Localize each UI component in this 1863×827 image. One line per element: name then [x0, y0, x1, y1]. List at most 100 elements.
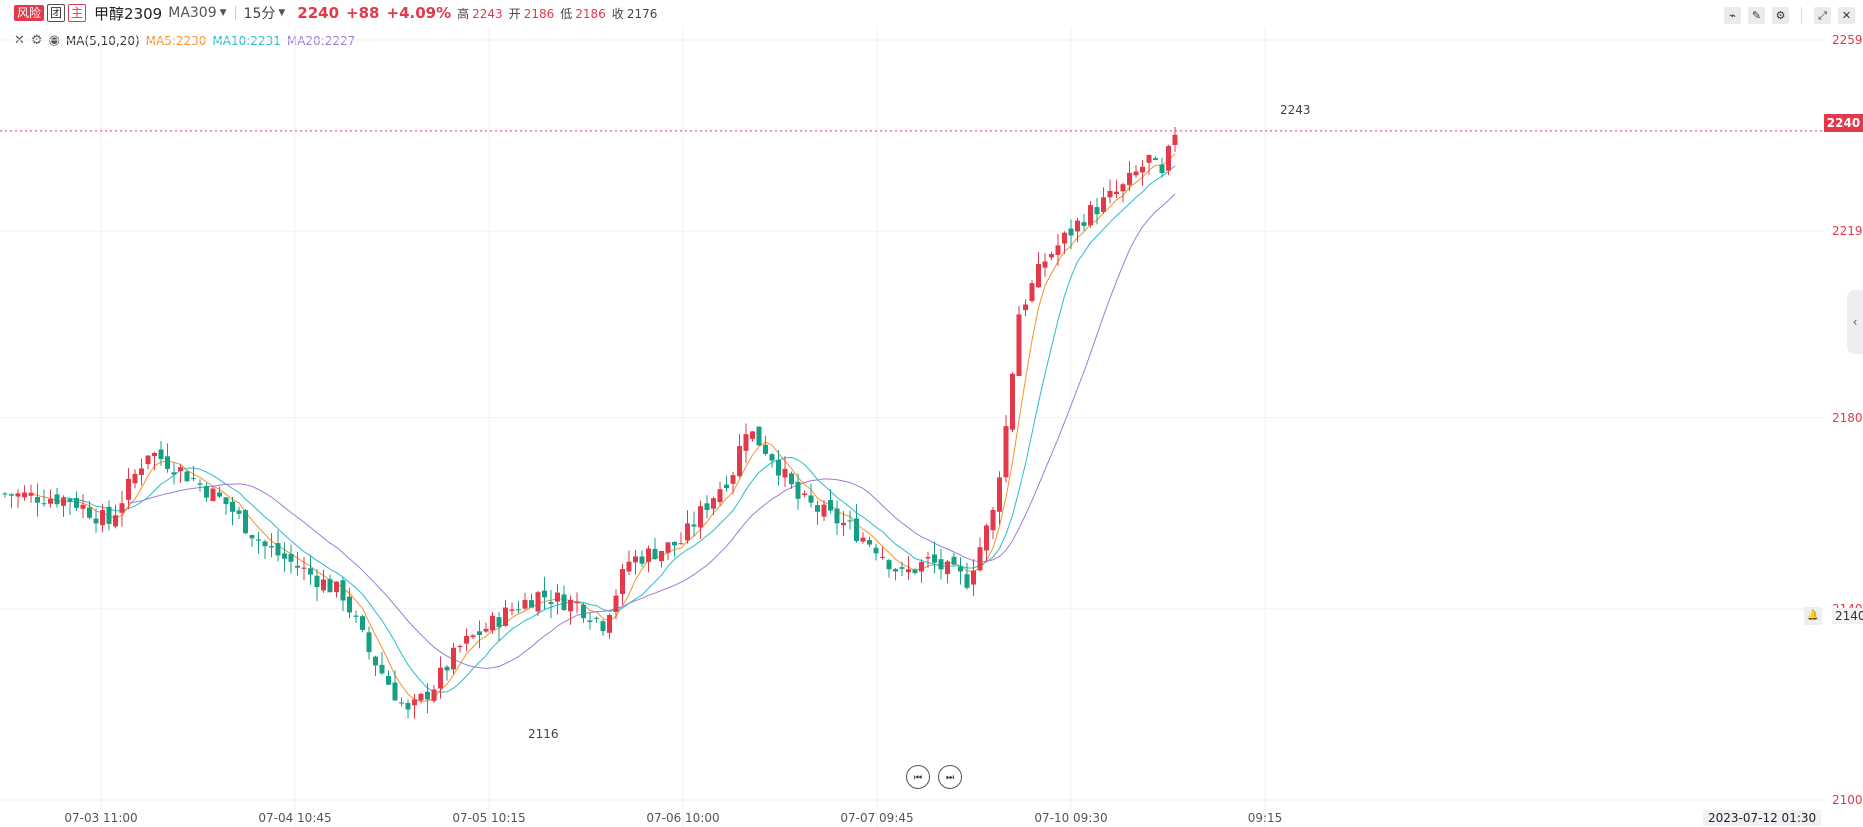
candlestick-chart[interactable]	[0, 27, 1825, 827]
candle	[574, 592, 580, 614]
bell-icon[interactable]: 🔔	[1804, 607, 1822, 625]
candle	[490, 612, 495, 634]
candle	[262, 539, 268, 560]
settings-icon[interactable]: ⚙	[1772, 7, 1789, 24]
candle	[691, 511, 697, 537]
contract-code[interactable]: MA309	[168, 5, 217, 21]
candle	[685, 510, 690, 544]
candle	[327, 574, 333, 593]
symbol-name[interactable]: 甲醇2309	[94, 4, 163, 23]
candle	[698, 500, 703, 539]
next-icon[interactable]: ⏭	[938, 765, 962, 789]
candle	[711, 496, 716, 516]
candle	[821, 500, 827, 522]
candle	[1140, 160, 1145, 186]
candle	[1133, 165, 1139, 178]
prev-icon[interactable]: ⏮	[906, 765, 930, 789]
candle	[1159, 157, 1165, 178]
line-tool-icon[interactable]: ⌁	[1724, 7, 1741, 24]
x-tick-label: 07-04 10:45	[258, 811, 332, 825]
period-select[interactable]: 15分	[243, 6, 276, 22]
candle	[334, 581, 339, 598]
candle	[1075, 217, 1080, 243]
candle	[22, 485, 27, 501]
candle	[282, 542, 287, 572]
candle	[912, 568, 918, 575]
x-tick-label: 07-03 11:00	[64, 811, 138, 825]
candle	[789, 471, 794, 489]
period-dropdown-icon[interactable]: ▼	[278, 8, 286, 18]
candle	[451, 642, 456, 675]
candle	[412, 693, 417, 719]
candle	[919, 559, 924, 583]
low-value: 低 2186	[560, 5, 606, 22]
candle	[477, 620, 482, 649]
high-number: 2243	[472, 6, 503, 21]
candle	[464, 628, 469, 652]
candle	[236, 506, 242, 519]
candle	[724, 475, 729, 492]
candle	[35, 483, 40, 517]
candle	[763, 436, 768, 456]
candle	[678, 532, 684, 545]
candle	[665, 541, 671, 560]
candle	[756, 426, 762, 446]
candle	[347, 588, 352, 619]
candle	[1049, 251, 1054, 261]
candle	[243, 509, 248, 535]
candle	[1107, 179, 1113, 204]
candle	[997, 471, 1002, 525]
high-value: 高 2243	[457, 5, 503, 22]
close-number: 2176	[626, 6, 658, 21]
candle	[1062, 231, 1067, 254]
candle	[269, 533, 274, 558]
candle	[730, 471, 736, 495]
candle	[1153, 156, 1158, 161]
candle	[67, 497, 73, 515]
x-tick-label: 07-06 10:00	[646, 811, 720, 825]
risk-tag[interactable]: 风险	[14, 5, 45, 21]
candle	[1166, 144, 1171, 176]
open-number: 2186	[523, 6, 555, 21]
low-label: 低	[560, 6, 573, 21]
marker-price-tag: 2140	[1832, 608, 1863, 624]
candle	[893, 567, 898, 581]
candle	[28, 484, 34, 503]
candle	[977, 537, 983, 572]
candle	[841, 511, 846, 537]
toolbar-divider	[1801, 7, 1802, 24]
candle	[951, 552, 957, 566]
candle	[516, 601, 521, 614]
candle	[600, 619, 606, 636]
candle	[587, 613, 593, 630]
candle	[1003, 415, 1009, 483]
ma20-line	[128, 193, 1176, 669]
pen-icon[interactable]: ✎	[1748, 7, 1765, 24]
main-contract-tag[interactable]: 主	[68, 4, 87, 22]
candle	[522, 592, 528, 610]
group-tag[interactable]: 团	[47, 4, 66, 22]
candle	[743, 423, 749, 464]
candle	[561, 585, 567, 611]
close-icon[interactable]: ✕	[1838, 7, 1855, 24]
candle	[145, 455, 151, 470]
candle	[925, 551, 931, 568]
candle	[1127, 161, 1132, 192]
candle	[568, 595, 573, 625]
candle	[48, 489, 53, 508]
candle	[1029, 280, 1035, 304]
candle	[308, 555, 313, 585]
candle	[1023, 299, 1028, 316]
contract-dropdown-icon[interactable]: ▼	[219, 8, 227, 18]
expand-icon[interactable]: ⤢	[1814, 7, 1831, 24]
candle	[535, 590, 541, 616]
candle	[717, 481, 723, 506]
max-price-label: 2243	[1280, 103, 1311, 117]
x-tick-label: 07-05 10:15	[452, 811, 526, 825]
y-tick-label: 2180	[1832, 410, 1863, 425]
high-label: 高	[457, 6, 470, 21]
collapse-panel-icon[interactable]: ‹	[1847, 290, 1863, 354]
candle	[256, 531, 261, 554]
symbol-header: 风险 团 主 甲醇2309 MA309 ▼ 15分 ▼ 2240 +88 +4.…	[0, 0, 1863, 26]
candle	[178, 463, 183, 483]
